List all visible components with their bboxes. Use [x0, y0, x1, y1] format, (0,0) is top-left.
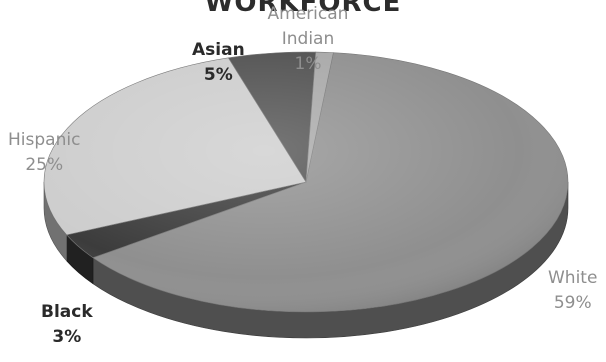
slice-name-black: Black	[41, 302, 93, 322]
slice-name-hispanic: Hispanic	[8, 130, 81, 150]
slice-percent-hispanic: 25%	[25, 155, 64, 175]
slice-percent-american-indian: 1%	[294, 54, 322, 74]
slice-percent-white: 59%	[553, 293, 592, 313]
slice-name-white: White	[548, 268, 598, 288]
slice-name-asian: Asian	[192, 40, 245, 60]
pie-bevel-shine	[44, 52, 568, 312]
slice-label-american-indian: American Indian 1%	[258, 2, 358, 77]
slice-label-white: White 59%	[548, 266, 597, 316]
slice-label-hispanic: Hispanic 25%	[8, 128, 80, 178]
slice-label-black: Black 3%	[41, 300, 93, 350]
chart-title: WORKFORCE	[204, 0, 402, 18]
slice-percent-asian: 5%	[203, 65, 233, 85]
slice-percent-black: 3%	[52, 327, 82, 347]
slice-name-american-indian: American Indian	[267, 4, 349, 49]
slice-label-asian: Asian 5%	[192, 38, 245, 88]
pie-top-faces	[43, 51, 569, 313]
